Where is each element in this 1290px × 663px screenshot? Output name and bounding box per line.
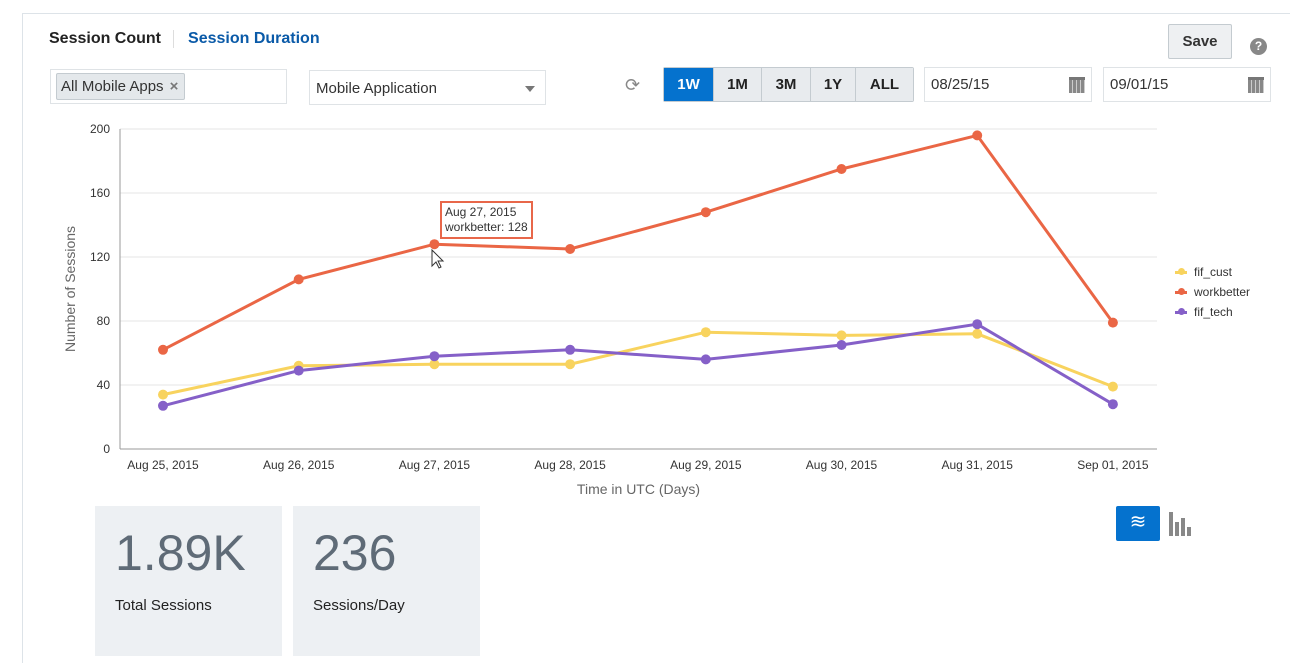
data-point-workbetter	[836, 164, 847, 174]
dimension-value: Mobile Application	[316, 80, 437, 97]
x-tick-label: Aug 30, 2015	[806, 458, 878, 472]
legend-label: fif_cust	[1194, 265, 1233, 279]
tabs: Session Count Session Duration	[49, 30, 320, 48]
x-tick-label: Aug 29, 2015	[670, 458, 742, 472]
data-point-fif_cust	[836, 330, 847, 341]
data-point-fif_tech	[972, 319, 983, 330]
x-tick-label: Aug 28, 2015	[534, 458, 606, 472]
filter-chip: All Mobile Apps ×	[56, 73, 186, 100]
y-tick-label: 200	[90, 122, 110, 136]
y-axis-title: Number of Sessions	[62, 226, 78, 352]
line-chart-view-button[interactable]: ≋	[1116, 506, 1160, 541]
bar-chart-view-button[interactable]	[1169, 512, 1191, 536]
card-value: 236	[313, 525, 397, 581]
tooltip-value: workbetter: 128	[445, 220, 528, 234]
range-1y-button[interactable]: 1Y	[811, 68, 856, 101]
x-tick-label: Aug 31, 2015	[941, 458, 1013, 472]
legend-marker-icon	[1175, 268, 1187, 275]
legend-item[interactable]: fif_tech	[1175, 302, 1250, 322]
range-selector: 1W 1M 3M 1Y ALL	[663, 67, 914, 102]
data-point-workbetter	[293, 274, 304, 285]
data-point-workbetter	[700, 207, 711, 218]
refresh-icon[interactable]: ⟳	[625, 75, 641, 95]
y-tick-label: 40	[97, 378, 111, 392]
start-date-input[interactable]: 08/25/15	[924, 67, 1092, 102]
data-point-fif_tech	[293, 365, 304, 376]
app-filter-input[interactable]: All Mobile Apps ×	[50, 69, 287, 104]
range-all-button[interactable]: ALL	[856, 68, 913, 101]
data-point-fif_cust	[565, 359, 576, 370]
calendar-icon[interactable]	[1069, 77, 1085, 93]
y-tick-label: 80	[97, 314, 111, 328]
series-line-workbetter	[162, 133, 1115, 352]
panel-frame	[22, 13, 1290, 663]
x-tick-label: Aug 26, 2015	[263, 458, 335, 472]
legend-marker-icon	[1175, 288, 1187, 295]
data-point-fif_tech	[700, 354, 711, 365]
sessions-per-day-card: 236 Sessions/Day	[293, 506, 480, 656]
tab-session-duration[interactable]: Session Duration	[188, 30, 320, 47]
x-tick-label: Sep 01, 2015	[1077, 458, 1149, 472]
save-button[interactable]: Save	[1168, 24, 1232, 59]
data-point-fif_cust	[700, 327, 711, 338]
layers-icon: ≋	[1129, 511, 1147, 533]
data-point-fif_cust	[1107, 381, 1118, 392]
x-axis-title: Time in UTC (Days)	[577, 481, 700, 497]
series-line-fif_tech	[162, 322, 1114, 408]
series-line-fif_cust	[162, 330, 1114, 397]
legend-marker-icon	[1175, 308, 1187, 315]
data-point-fif_tech	[1107, 399, 1118, 410]
tooltip-date: Aug 27, 2015	[445, 205, 517, 219]
data-point-fif_tech	[565, 344, 576, 355]
legend-label: workbetter	[1194, 285, 1251, 299]
dimension-select[interactable]: Mobile Application	[309, 70, 546, 105]
legend-item[interactable]: workbetter	[1175, 282, 1250, 302]
card-value: 1.89K	[115, 525, 246, 581]
calendar-icon[interactable]	[1248, 77, 1264, 93]
end-date-input[interactable]: 09/01/15	[1103, 67, 1271, 102]
chart-legend: fif_cust workbetter fif_tech	[1175, 262, 1250, 322]
legend-label: fif_tech	[1194, 305, 1233, 319]
data-point-workbetter	[1107, 317, 1118, 328]
y-tick-label: 0	[103, 442, 110, 456]
tab-session-count[interactable]: Session Count	[49, 30, 175, 48]
cursor-icon	[431, 248, 445, 269]
remove-chip-icon[interactable]: ×	[169, 78, 179, 95]
start-date-value: 08/25/15	[931, 76, 990, 93]
chevron-down-icon	[525, 86, 535, 92]
data-point-fif_cust	[158, 389, 168, 400]
range-3m-button[interactable]: 3M	[762, 68, 811, 101]
data-point-fif_tech	[429, 351, 440, 362]
chip-label: All Mobile Apps	[61, 78, 164, 95]
data-point-workbetter	[429, 239, 440, 250]
x-tick-label: Aug 25, 2015	[127, 458, 199, 472]
y-tick-label: 160	[90, 186, 110, 200]
data-point-workbetter	[158, 344, 168, 355]
help-icon[interactable]: ?	[1250, 38, 1267, 55]
data-point-fif_cust	[429, 359, 440, 370]
total-sessions-card: 1.89K Total Sessions	[95, 506, 282, 656]
data-point-fif_tech	[158, 400, 168, 411]
y-tick-label: 120	[90, 250, 110, 264]
data-point-fif_cust	[972, 328, 983, 339]
card-label: Total Sessions	[115, 597, 212, 614]
data-point-fif_tech	[836, 340, 847, 350]
range-1w-button[interactable]: 1W	[664, 68, 714, 101]
range-1m-button[interactable]: 1M	[714, 68, 762, 101]
legend-item[interactable]: fif_cust	[1175, 262, 1250, 282]
end-date-value: 09/01/15	[1110, 76, 1169, 93]
chart-tooltip: Aug 27, 2015 workbetter: 128	[440, 201, 533, 239]
data-point-workbetter	[565, 244, 576, 254]
data-point-workbetter	[972, 130, 983, 141]
card-label: Sessions/Day	[313, 597, 405, 614]
x-tick-label: Aug 27, 2015	[399, 458, 471, 472]
